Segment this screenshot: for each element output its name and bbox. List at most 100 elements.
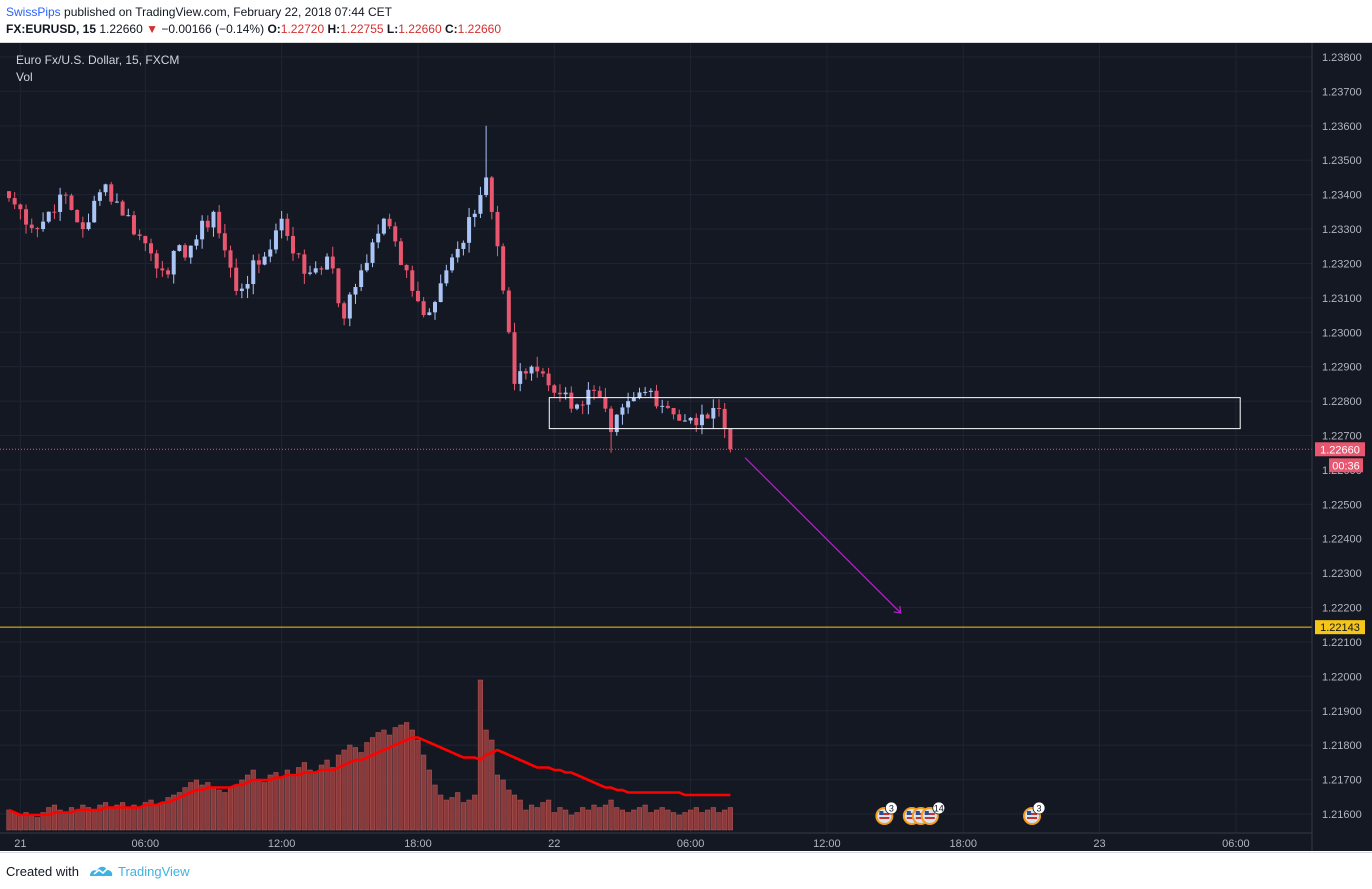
volume-bar — [682, 812, 688, 831]
candle-body — [251, 260, 256, 285]
volume-bar — [387, 734, 393, 831]
candle-body — [398, 241, 403, 265]
candle-body — [97, 192, 102, 201]
volume-bar — [511, 794, 518, 831]
created-with-text: Created with — [6, 864, 79, 879]
candle-body — [444, 270, 449, 284]
volume-bar — [199, 784, 205, 831]
candle-body — [194, 239, 199, 246]
volume-bar — [97, 804, 103, 831]
volume-bar — [103, 802, 109, 831]
candle-body — [262, 256, 267, 265]
candle-body — [552, 385, 557, 393]
volume-bar — [12, 812, 18, 831]
volume-bar — [233, 784, 239, 831]
candle-body — [126, 215, 131, 217]
y-tick-label: 1.21800 — [1322, 740, 1362, 752]
candle-body — [52, 211, 57, 213]
candle-body — [705, 414, 710, 419]
candle-body — [245, 284, 250, 289]
candle-body — [495, 211, 500, 247]
volume-bar — [165, 797, 171, 831]
volume-bar — [256, 779, 262, 831]
candle-body — [143, 235, 148, 244]
target-price-label: 1.22143 — [1320, 622, 1360, 634]
candle-body — [211, 211, 216, 228]
tradingview-link[interactable]: TradingView — [118, 864, 190, 879]
volume-bar — [500, 779, 506, 831]
y-tick-label: 1.23800 — [1322, 52, 1362, 64]
volume-bar — [676, 814, 682, 831]
volume-bar — [34, 817, 40, 831]
flag-stripe — [1027, 813, 1038, 815]
candle-body — [557, 392, 562, 395]
consolidation-box[interactable] — [548, 397, 1241, 430]
volume-bar — [432, 784, 438, 831]
volume-bar — [46, 807, 52, 831]
volume-bar — [574, 812, 580, 831]
x-tick-label: 21 — [14, 838, 26, 850]
y-tick-label: 1.22500 — [1322, 499, 1362, 511]
candle-body — [273, 230, 278, 250]
volume-bar — [472, 794, 478, 831]
open-label: O: — [267, 22, 281, 36]
volume-bar — [171, 794, 177, 831]
candle-body — [643, 391, 648, 393]
candle-body — [455, 248, 460, 258]
volume-bar — [722, 809, 728, 831]
trend-arrow-line[interactable] — [744, 457, 902, 614]
countdown-label-box — [1329, 458, 1363, 473]
x-tick-label: 12:00 — [813, 838, 841, 850]
volume-bar — [114, 804, 120, 831]
candle-body — [171, 250, 176, 275]
flag-stripe — [915, 817, 926, 819]
volume-bar — [636, 807, 643, 831]
candle-body — [92, 200, 97, 223]
volume-bar — [608, 799, 614, 831]
candle-body — [80, 222, 85, 230]
price-chart[interactable]: 1.23800 1.23700 1.23600 1.23500 1.23400 1.233… — [0, 43, 1372, 851]
flag-stripe — [915, 813, 926, 815]
volume-bar — [625, 812, 631, 831]
open-value: 1.22720 — [280, 22, 325, 36]
y-tick-label: 1.23400 — [1322, 190, 1362, 202]
candle-body — [364, 262, 369, 271]
candle-body — [484, 177, 489, 196]
volume-bar — [307, 769, 313, 831]
volume-bar — [176, 792, 182, 831]
candle-body — [69, 195, 74, 210]
candle-body — [205, 220, 210, 228]
volume-bar — [421, 754, 427, 831]
high-value: 1.22755 — [340, 22, 384, 36]
volume-bar — [546, 799, 552, 831]
volume-bar — [398, 724, 404, 831]
volume-bar — [392, 727, 398, 831]
volume-bar — [182, 787, 188, 831]
candle-body — [717, 407, 721, 409]
volume-bar — [137, 807, 143, 831]
volume-bar — [193, 779, 199, 831]
volume-bar — [347, 744, 353, 831]
candle-body — [114, 201, 119, 203]
candle-body — [330, 256, 335, 269]
volume-bar — [506, 789, 512, 831]
candle-body — [682, 420, 687, 422]
candle-body — [7, 191, 11, 199]
flag-stripe — [879, 817, 890, 819]
candle-body — [569, 392, 574, 409]
candle-body — [637, 392, 642, 398]
candle-body — [376, 233, 381, 243]
volume-bar — [557, 807, 563, 831]
volume-bar — [318, 764, 324, 831]
candle-body — [75, 209, 80, 223]
chart-area[interactable]: 1.23800 1.23700 1.23600 1.23500 1.23400 1.233… — [0, 43, 1372, 851]
author-link[interactable]: SwissPips — [6, 5, 61, 19]
price-change: −0.00166 (−0.14%) — [161, 22, 265, 36]
volume-bar — [699, 812, 705, 831]
volume-bar — [585, 809, 591, 831]
volume-bar — [375, 732, 381, 831]
volume-bar — [267, 774, 273, 831]
candle-body — [699, 414, 704, 426]
candle-body — [188, 245, 193, 258]
volume-bar — [568, 814, 574, 831]
